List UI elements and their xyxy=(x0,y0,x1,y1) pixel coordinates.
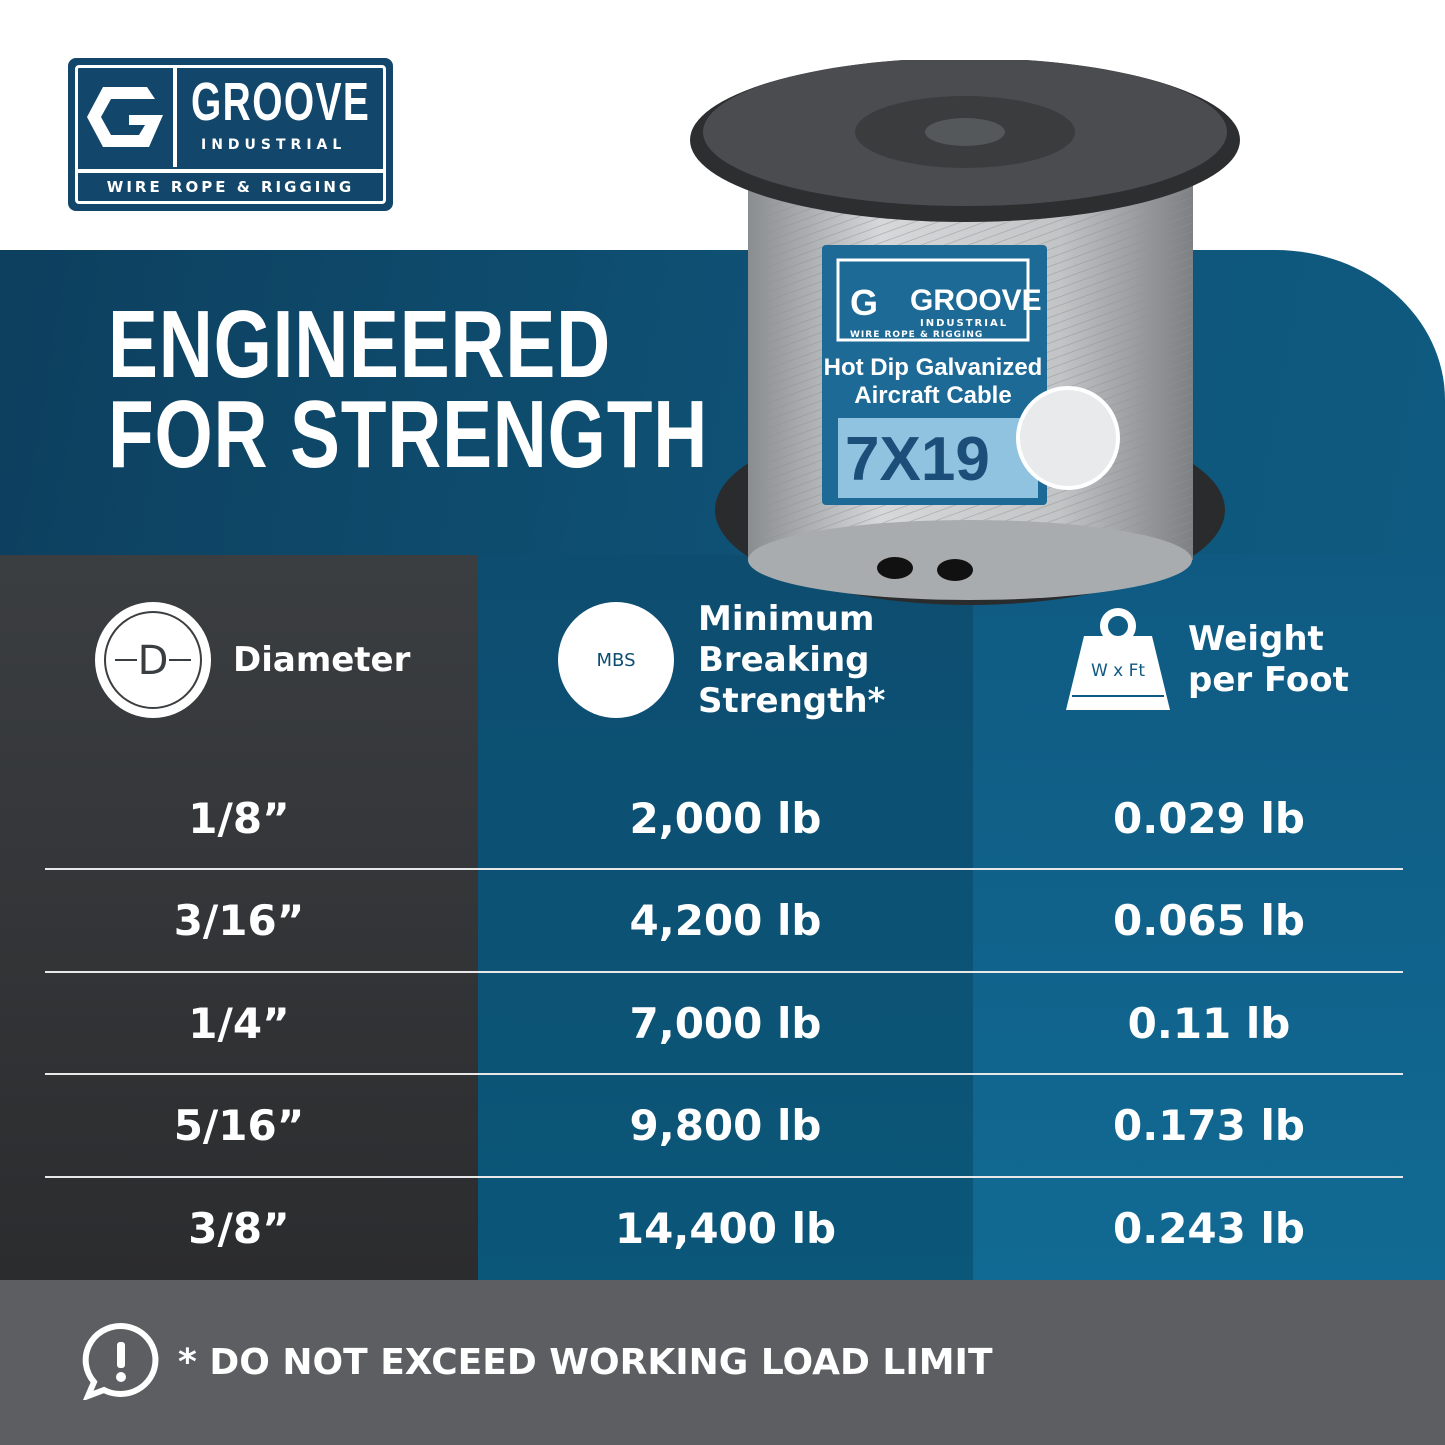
mbs-cell: 4,200 lb xyxy=(629,896,822,946)
header-mbs: MBS Minimum Breaking Strength* xyxy=(558,555,885,765)
cable-spool-image: G GROOVE INDUSTRIAL WIRE ROPE & RIGGING … xyxy=(690,60,1240,605)
footer-warning: * DO NOT EXCEED WORKING LOAD LIMIT xyxy=(0,1280,1445,1445)
table-row: 1/4” 7,000 lb 0.11 lb xyxy=(0,972,1445,1074)
diameter-cell: 1/8” xyxy=(188,793,290,843)
headline-line2: FOR STRENGTH xyxy=(108,381,709,488)
header-diameter: D Diameter xyxy=(95,555,410,765)
alert-bubble-icon xyxy=(82,1322,160,1404)
logo-sub: INDUSTRIAL xyxy=(201,137,347,153)
weight-cell: 0.11 lb xyxy=(1127,998,1291,1048)
svg-text:Aircraft Cable: Aircraft Cable xyxy=(854,382,1011,409)
svg-text:D: D xyxy=(138,638,169,684)
header-label: Diameter xyxy=(233,639,411,680)
headline-line1: ENGINEERED xyxy=(108,291,611,398)
row-divider xyxy=(45,1175,1403,1178)
weight-icon: W x Ft xyxy=(1066,606,1170,714)
svg-text:INDUSTRIAL: INDUSTRIAL xyxy=(920,318,1008,329)
mbs-cell: 14,400 lb xyxy=(614,1203,837,1253)
weight-cell: 0.243 lb xyxy=(1113,1203,1305,1253)
table-row: 5/16” 9,800 lb 0.173 lb xyxy=(0,1075,1445,1177)
diameter-column xyxy=(0,555,478,1280)
warning-text: * DO NOT EXCEED WORKING LOAD LIMIT xyxy=(178,1342,993,1383)
mbs-icon: MBS xyxy=(558,602,674,718)
header-label: Breaking xyxy=(698,639,870,680)
headline: ENGINEERED FOR STRENGTH xyxy=(108,291,709,488)
diameter-icon: D xyxy=(95,602,211,718)
diameter-cell: 5/16” xyxy=(173,1101,305,1151)
groove-logo: GROOVE INDUSTRIAL WIRE ROPE & RIGGING xyxy=(68,58,393,211)
table-row: 3/8” 14,400 lb 0.243 lb xyxy=(0,1177,1445,1279)
table-row: 1/8” 2,000 lb 0.029 lb xyxy=(0,767,1445,869)
header-label: Weight xyxy=(1188,619,1324,659)
row-divider xyxy=(45,1073,1403,1076)
diameter-cell: 3/16” xyxy=(173,896,305,946)
svg-text:Hot Dip Galvanized: Hot Dip Galvanized xyxy=(824,354,1043,381)
svg-text:G: G xyxy=(850,282,878,323)
weight-cell: 0.065 lb xyxy=(1113,896,1305,946)
weight-cell: 0.173 lb xyxy=(1113,1101,1305,1151)
row-divider xyxy=(45,970,1403,973)
header-label: per Foot xyxy=(1188,660,1349,700)
mbs-cell: 9,800 lb xyxy=(629,1101,822,1151)
header-label: Minimum xyxy=(698,598,875,639)
weight-column xyxy=(973,555,1445,1280)
svg-text:WIRE ROPE & RIGGING: WIRE ROPE & RIGGING xyxy=(850,330,983,340)
mbs-cell: 7,000 lb xyxy=(629,998,822,1048)
diameter-cell: 1/4” xyxy=(188,998,290,1048)
diameter-cell: 3/8” xyxy=(188,1203,290,1253)
cable-cross-section-icon xyxy=(1016,386,1120,490)
logo-tagline: WIRE ROPE & RIGGING xyxy=(77,169,384,196)
svg-text:GROOVE: GROOVE xyxy=(910,284,1042,317)
logo-brand: GROOVE xyxy=(191,72,371,132)
header-weight: W x Ft Weight per Foot xyxy=(1066,555,1349,765)
table-row: 3/16” 4,200 lb 0.065 lb xyxy=(0,870,1445,972)
svg-text:W x Ft: W x Ft xyxy=(1091,661,1145,681)
header-label: Strength* xyxy=(698,680,886,721)
svg-text:7X19: 7X19 xyxy=(845,425,990,494)
mbs-cell: 2,000 lb xyxy=(629,793,822,843)
weight-cell: 0.029 lb xyxy=(1113,793,1305,843)
row-divider xyxy=(45,868,1403,870)
g-logo-icon xyxy=(77,67,177,167)
